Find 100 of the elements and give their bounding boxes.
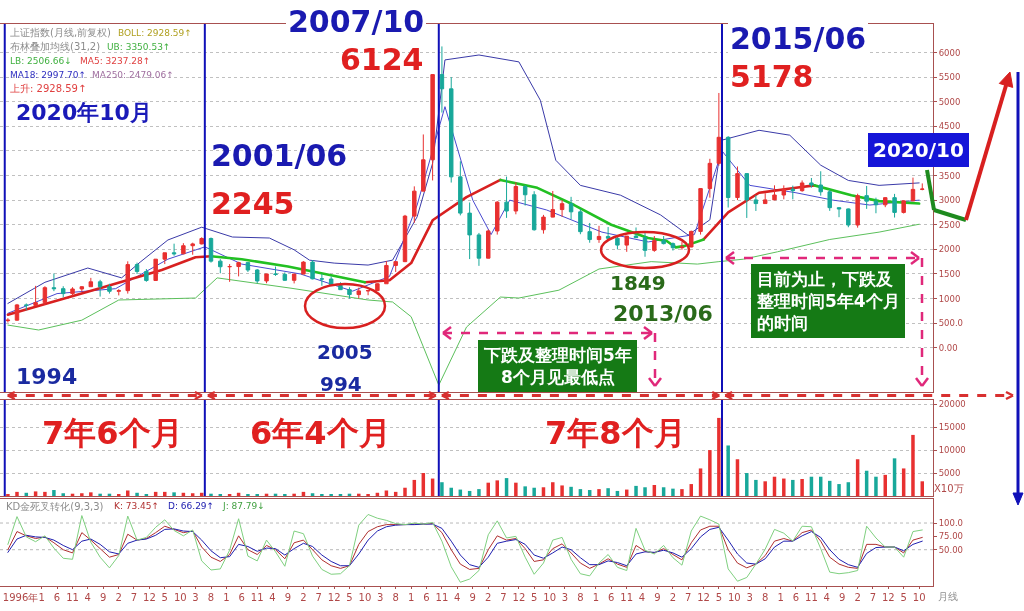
annotation: 2015/06 xyxy=(730,21,867,56)
annotation: 994 xyxy=(320,372,362,396)
x-tick-label: 10 xyxy=(173,592,187,603)
annotation: 5178 xyxy=(730,59,814,94)
annotation: 下跌及整理时间5年8个月见最低点 xyxy=(483,345,632,388)
annotation: 2005 xyxy=(317,340,373,364)
annotation: 2001/06 xyxy=(211,138,348,173)
x-tick-label: 12 xyxy=(697,592,710,603)
x-tick-label: 9 xyxy=(654,592,661,603)
annotation: 布林叠加均线(31,2) xyxy=(10,41,101,52)
y-tick-label: 3000 xyxy=(938,195,961,206)
x-tick-label: 8 xyxy=(577,592,584,603)
x-tick-label: 4 xyxy=(454,592,461,603)
x-tick-label: 1996年 xyxy=(2,592,39,603)
y-tick-label: 4500 xyxy=(938,121,961,132)
annotation: 2013/06 xyxy=(613,301,713,326)
y-tick-label: 5500 xyxy=(938,72,961,83)
annotation: MA250: 2479.06↑ xyxy=(92,70,174,80)
y-tick-label: 1000 xyxy=(938,293,961,304)
annotation: BOLL: 2928.59↑ xyxy=(118,28,192,38)
x-tick-label: 7 xyxy=(869,592,877,603)
x-tick-label: 2 xyxy=(115,592,122,603)
x-tick-label: 1 xyxy=(407,592,415,603)
x-tick-label: 7 xyxy=(130,592,138,603)
y-tick-label: 15000 xyxy=(938,422,966,433)
y-tick-label: 5000 xyxy=(938,468,961,479)
y-tick-label: 500.0 xyxy=(938,318,964,329)
x-tick-label: 5 xyxy=(530,592,538,603)
x-tick-label: 11 xyxy=(66,592,79,603)
x-tick-label: 3 xyxy=(746,592,753,603)
annotation: 6年4个月 xyxy=(250,414,391,452)
x-tick-label: 8 xyxy=(207,592,215,603)
x-tick-label: 2 xyxy=(485,592,492,603)
y-tick-label: 3500 xyxy=(938,170,961,181)
x-tick-label: 8 xyxy=(392,592,399,603)
x-tick-label: 7 xyxy=(315,592,322,603)
x-tick-label: 4 xyxy=(823,592,830,603)
y-tick-label: 75.00 xyxy=(938,531,964,542)
x-tick-label: 11 xyxy=(435,592,449,603)
y-tick-label: 10000 xyxy=(938,445,966,456)
x-tick-label: 2 xyxy=(300,592,307,603)
text: 月线 xyxy=(938,591,958,602)
annotation: 2020/10 xyxy=(873,138,964,162)
x-tick-label: 10 xyxy=(358,592,372,603)
x-tick-label: 4 xyxy=(84,592,91,603)
x-tick-label: 12 xyxy=(327,592,341,603)
annotation: 目前为止，下跌及整理时间5年4个月的时间 xyxy=(756,269,900,334)
x-tick-label: 10 xyxy=(727,592,741,603)
annotation: KD金死叉转化(9,3,3) xyxy=(6,501,104,512)
x-tick-label: 12 xyxy=(143,592,156,603)
x-tick-label: 7 xyxy=(684,592,692,603)
annotation: K: 73.45↑ xyxy=(114,501,160,511)
x-tick-label: 12 xyxy=(881,592,895,603)
x-tick-label: 1 xyxy=(223,592,230,603)
x-tick-label: 9 xyxy=(100,592,107,603)
x-tick-label: 3 xyxy=(192,592,199,603)
y-tick-label: 5000 xyxy=(938,96,961,107)
x-tick-label: 2 xyxy=(669,592,677,603)
x-tick-label: 6 xyxy=(792,592,800,603)
y-tick-label: 0.00 xyxy=(938,342,958,353)
annotation: J: 87.79↓ xyxy=(222,501,265,511)
annotation: 上升: 2928.59↑ xyxy=(10,83,87,94)
y-tick-label: 2000 xyxy=(938,244,961,255)
x-tick-label: 8 xyxy=(762,592,769,603)
y-tick-label: 6000 xyxy=(938,47,961,58)
annotation: MA18: 2997.70↑ xyxy=(10,70,87,80)
y-tick-label: 20000 xyxy=(938,399,966,410)
x-tick-label: 5 xyxy=(346,592,353,603)
x-tick-label: 10 xyxy=(912,592,926,603)
x-tick-label: 5 xyxy=(715,592,723,603)
annotation: 上证指数(月线,前复权) xyxy=(10,27,112,38)
annotation: UB: 3350.53↑ xyxy=(107,42,171,52)
annotation: 7年6个月 xyxy=(42,414,183,452)
annotation: LB: 2506.66↓ xyxy=(10,56,72,66)
x-tick-label: 3 xyxy=(377,592,384,603)
x-tick-label: 9 xyxy=(469,592,476,603)
x-tick-label: 10 xyxy=(543,592,557,603)
x-tick-label: 1 xyxy=(777,592,784,603)
x-tick-label: 5 xyxy=(900,592,907,603)
x-tick-label: 2 xyxy=(854,592,861,603)
x-tick-label: 9 xyxy=(838,592,846,603)
x-tick-label: 3 xyxy=(561,592,569,603)
x-tick-label: 9 xyxy=(284,592,292,603)
x-tick-label: 4 xyxy=(638,592,646,603)
y-tick-label: 100.0 xyxy=(938,517,964,528)
annotation: D: 66.29↑ xyxy=(168,501,215,511)
annotation: MA5: 3237.28↑ xyxy=(80,56,151,66)
x-tick-label: 6 xyxy=(53,592,61,603)
x-tick-label: 1 xyxy=(592,592,600,603)
y-tick-label: 1500 xyxy=(938,268,961,279)
annotation: 2245 xyxy=(211,186,295,221)
x-tick-label: 5 xyxy=(161,592,168,603)
annotation: 2007/10 xyxy=(288,4,425,39)
annotation: 6124 xyxy=(340,42,424,77)
x-tick-label: 6 xyxy=(423,592,430,603)
x-tick-label: 7 xyxy=(500,592,507,603)
x-tick-label: 11 xyxy=(805,592,818,603)
x-tick-label: 4 xyxy=(269,592,276,603)
x-tick-label: 6 xyxy=(608,592,615,603)
x-tick-label: 11 xyxy=(250,592,264,603)
